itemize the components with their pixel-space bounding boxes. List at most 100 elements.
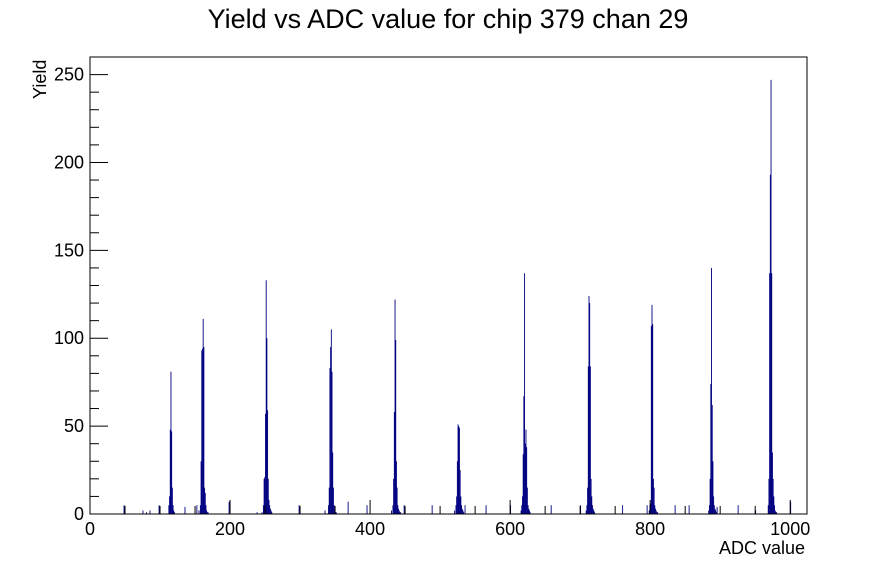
histogram-bin <box>652 324 654 514</box>
histogram-bin <box>158 505 160 514</box>
histogram-bin <box>329 368 331 514</box>
histogram-bin <box>171 431 173 514</box>
x-tick-label: 400 <box>355 519 385 539</box>
histogram-bin <box>688 505 690 514</box>
histogram-bin <box>464 505 466 514</box>
y-axis-label: Yield <box>30 60 50 99</box>
histogram-bin <box>776 512 778 514</box>
histogram-bin <box>393 412 395 514</box>
histogram-bin <box>331 371 333 514</box>
histogram-bin <box>332 487 334 514</box>
histogram-bin <box>330 329 332 514</box>
x-tick-label: 1000 <box>770 519 810 539</box>
histogram-bin <box>265 280 267 514</box>
histogram-bin <box>524 443 526 514</box>
histogram-bin <box>198 510 200 514</box>
histogram-bin <box>268 499 270 514</box>
histogram-bin <box>142 510 144 514</box>
histogram-bin <box>392 505 394 514</box>
histogram-bin <box>655 508 656 514</box>
histogram-bin <box>592 508 594 514</box>
histogram-bin <box>713 496 715 514</box>
histogram-bin <box>206 510 208 514</box>
histogram-bin <box>646 505 648 514</box>
histogram-bin <box>650 325 652 514</box>
histogram-bin <box>335 512 337 514</box>
histogram-bin <box>526 447 528 514</box>
histogram-bin <box>460 496 462 514</box>
histogram-bin <box>271 512 273 514</box>
chart-title: Yield vs ADC value for chip 379 chan 29 <box>208 4 689 34</box>
histogram-bin <box>775 512 777 514</box>
histogram-bin <box>652 478 654 514</box>
histogram-bin <box>393 478 395 514</box>
histogram-bin <box>461 508 463 514</box>
histogram-bin <box>459 470 461 514</box>
histogram-bin <box>715 512 717 514</box>
histogram-bin <box>523 396 525 514</box>
histogram-bin <box>586 505 588 514</box>
histogram-bin <box>206 512 208 514</box>
histogram-bin <box>207 512 209 514</box>
histogram-bin <box>324 510 326 514</box>
histogram-bin <box>228 501 230 514</box>
histogram-bin <box>457 424 459 514</box>
histogram-bin <box>771 273 773 514</box>
histogram-bin <box>587 366 589 514</box>
histogram-bin <box>462 510 464 514</box>
y-tick-label: 0 <box>74 504 84 524</box>
histogram-bin <box>656 512 658 514</box>
histogram-bin <box>773 496 775 514</box>
histogram-bin <box>264 477 266 514</box>
histogram-bin <box>653 487 655 514</box>
histogram-bin <box>399 512 401 514</box>
histogram-bin <box>328 505 329 514</box>
histogram-bin <box>256 512 258 514</box>
histogram-bin <box>461 505 462 514</box>
histogram-bin <box>768 478 770 514</box>
histogram-bin <box>463 512 465 514</box>
histogram-bin <box>714 508 716 514</box>
histogram-bin <box>709 478 711 514</box>
histogram-bin <box>485 505 487 514</box>
histogram-bin <box>332 452 334 514</box>
histogram-bin <box>655 510 657 514</box>
histogram-bin <box>204 487 206 514</box>
histogram-bin <box>454 510 455 514</box>
histogram-bin <box>456 496 458 514</box>
histogram-bin <box>269 505 271 514</box>
histogram-bin <box>710 383 712 514</box>
histogram-bin <box>149 510 151 514</box>
x-axis-label: ADC value <box>719 538 805 558</box>
histogram-bin <box>529 512 531 514</box>
histogram-bin <box>651 304 653 514</box>
histogram-bin <box>585 510 587 514</box>
histogram-bin <box>201 350 203 514</box>
histogram-bin <box>169 429 171 514</box>
histogram-bin <box>173 510 175 514</box>
histogram-bin <box>713 505 715 514</box>
histogram-bin <box>347 501 349 514</box>
histogram-bin <box>589 303 591 514</box>
histogram-bin <box>527 505 529 514</box>
histogram-bin <box>525 429 527 514</box>
histogram-bin <box>398 510 400 514</box>
histogram-bin <box>397 505 399 514</box>
histogram-bin <box>202 348 203 514</box>
histogram-bin <box>737 505 739 514</box>
histogram-bin <box>261 512 263 514</box>
histogram-bin <box>708 510 710 514</box>
histogram-bin <box>528 508 530 514</box>
histogram-bin <box>398 508 399 514</box>
histogram-bin <box>456 461 458 514</box>
y-tick-label: 100 <box>54 328 84 348</box>
y-tick-label: 50 <box>64 416 84 436</box>
y-tick-label: 250 <box>54 65 84 85</box>
histogram-bin <box>524 273 526 514</box>
histogram-bin <box>270 510 272 514</box>
x-tick-label: 0 <box>85 519 95 539</box>
histogram-bin <box>169 496 171 514</box>
histogram-bin <box>123 505 125 514</box>
